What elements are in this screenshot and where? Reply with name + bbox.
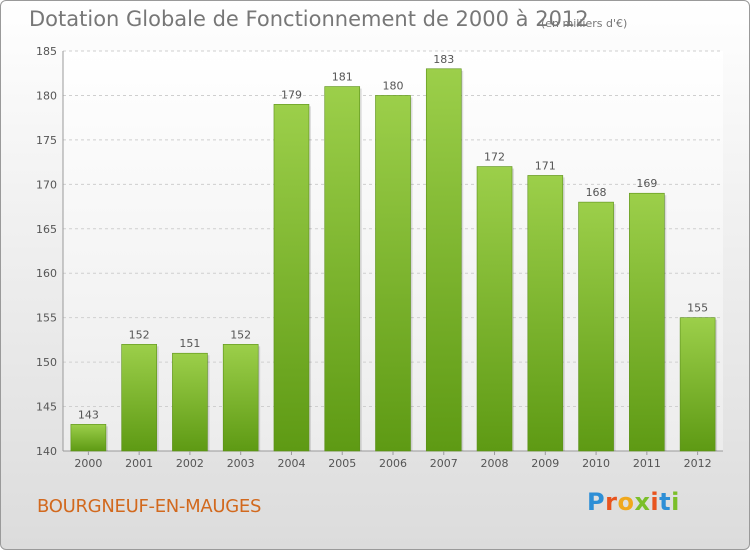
value-label-2009: 171 — [535, 159, 556, 172]
x-tick-label-2007: 2007 — [430, 457, 458, 470]
bar-2009 — [527, 175, 564, 452]
x-tick-label-2001: 2001 — [125, 457, 153, 470]
x-tick-label-2003: 2003 — [227, 457, 255, 470]
bar-2007 — [425, 68, 462, 452]
bar-2005 — [324, 86, 361, 452]
x-tick-label-2011: 2011 — [633, 457, 661, 470]
x-tick-label-2002: 2002 — [176, 457, 204, 470]
value-label-2005: 181 — [332, 71, 353, 84]
bar-2012 — [679, 317, 716, 452]
y-tick-label: 160 — [36, 267, 57, 280]
value-label-2003: 152 — [230, 328, 251, 341]
proxiti-logo: Proxiti — [587, 488, 680, 516]
x-tick-label-2005: 2005 — [328, 457, 356, 470]
value-label-2008: 172 — [484, 151, 505, 164]
x-tick-label-2012: 2012 — [684, 457, 712, 470]
y-tick-label: 175 — [36, 134, 57, 147]
y-tick-label: 150 — [36, 356, 57, 369]
logo-letter: P — [587, 488, 606, 516]
bar-2002 — [172, 352, 208, 452]
chart-title: Dotation Globale de Fonctionnement de 20… — [29, 7, 589, 31]
y-tick-label: 180 — [36, 89, 57, 102]
x-tick-label-2000: 2000 — [74, 457, 102, 470]
value-label-2001: 152 — [129, 328, 150, 341]
y-tick-label: 145 — [36, 401, 57, 414]
logo-letter: t — [659, 488, 672, 516]
bar-2008 — [476, 166, 513, 452]
value-label-2006: 180 — [383, 79, 404, 92]
value-label-2007: 183 — [433, 53, 454, 66]
logo-letter: i — [650, 488, 660, 516]
value-label-2012: 155 — [687, 302, 708, 315]
bar-2011 — [629, 192, 665, 452]
bar-2000 — [70, 424, 107, 452]
bar-2006 — [375, 95, 411, 452]
x-tick-label-2006: 2006 — [379, 457, 407, 470]
value-label-2011: 169 — [636, 177, 657, 190]
y-tick-label: 165 — [36, 223, 57, 236]
y-tick-label: 140 — [36, 445, 57, 458]
bar-2004 — [273, 104, 310, 452]
value-label-2002: 151 — [179, 337, 200, 350]
x-tick-label-2008: 2008 — [481, 457, 509, 470]
bar-2003 — [222, 344, 259, 452]
y-tick-label: 185 — [36, 45, 57, 58]
value-label-2004: 179 — [281, 88, 302, 101]
y-tick-label: 170 — [36, 178, 57, 191]
logo-letter: x — [634, 488, 651, 516]
logo-letter: o — [617, 488, 635, 516]
value-label-2010: 168 — [586, 186, 607, 199]
logo-letter: r — [605, 488, 618, 516]
city-name: BOURGNEUF-EN-MAUGES — [37, 496, 262, 517]
y-tick-label: 155 — [36, 312, 57, 325]
logo-letter: i — [671, 488, 680, 516]
bar-2010 — [578, 201, 614, 452]
value-label-2000: 143 — [78, 408, 99, 421]
bar-2001 — [121, 344, 157, 452]
x-tick-label-2009: 2009 — [531, 457, 559, 470]
x-tick-label-2010: 2010 — [582, 457, 610, 470]
x-tick-label-2004: 2004 — [277, 457, 305, 470]
chart-unit: (en milliers d'€) — [541, 17, 628, 30]
